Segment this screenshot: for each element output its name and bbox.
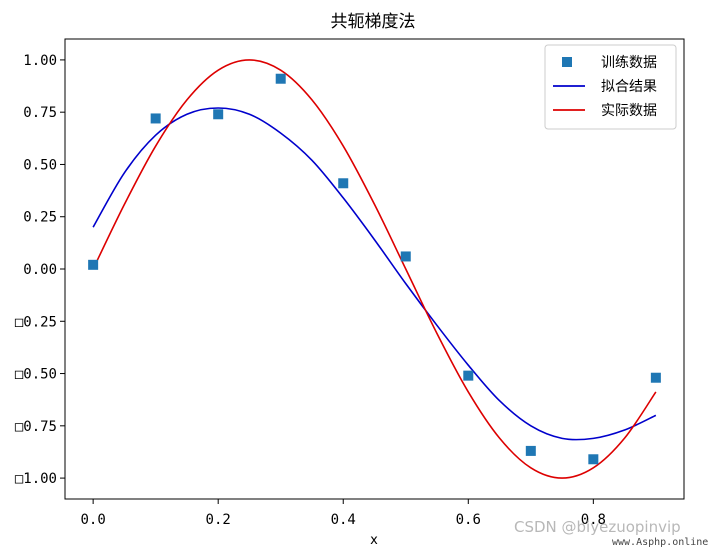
x-tick-label: 0.8 xyxy=(581,512,606,528)
x-tick-label: 0.4 xyxy=(331,512,356,528)
y-tick-label: 0.00 xyxy=(23,262,57,278)
y-tick-label: □0.25 xyxy=(15,314,57,330)
watermark-subtext: www.Asphp.online xyxy=(612,537,708,547)
legend-box xyxy=(544,44,677,130)
data-point xyxy=(650,372,661,383)
legend-marker xyxy=(562,57,572,67)
series-line xyxy=(92,107,657,441)
series-line xyxy=(92,59,657,479)
data-point xyxy=(525,445,536,456)
data-point xyxy=(338,178,349,189)
y-tick-label: 0.50 xyxy=(23,157,57,173)
x-tick-label: 0.6 xyxy=(456,512,481,528)
data-point xyxy=(275,73,286,84)
legend-label: 拟合结果 xyxy=(601,79,657,95)
data-point xyxy=(400,251,411,262)
y-tick-label: □0.50 xyxy=(15,367,57,383)
y-tick-label: 0.75 xyxy=(23,105,57,121)
data-point xyxy=(150,113,161,124)
data-point xyxy=(463,370,474,381)
legend-label: 实际数据 xyxy=(601,103,657,119)
watermark-text: CSDN @biyezuopinvip xyxy=(514,518,681,536)
chart-title: 共轭梯度法 xyxy=(331,12,416,32)
x-tick-label: 0.2 xyxy=(206,512,231,528)
data-point xyxy=(213,109,224,120)
plot-area: 0.0 0.2 0.4 0.6 0.8 1.00 0.75 0.50 0.25 0.00 □0.25… xyxy=(15,38,685,528)
data-point xyxy=(88,259,99,270)
y-tick-label: □1.00 xyxy=(15,471,57,487)
x-tick-label: 0.0 xyxy=(80,512,105,528)
y-tick-label: □0.75 xyxy=(15,419,57,435)
data-point xyxy=(588,454,599,465)
legend-label: 训练数据 xyxy=(601,55,657,71)
y-tick-label: 1.00 xyxy=(23,53,57,69)
watermark-sub-background xyxy=(608,535,711,547)
y-tick-label: 0.25 xyxy=(23,210,57,226)
x-axis-label: x xyxy=(370,533,378,547)
